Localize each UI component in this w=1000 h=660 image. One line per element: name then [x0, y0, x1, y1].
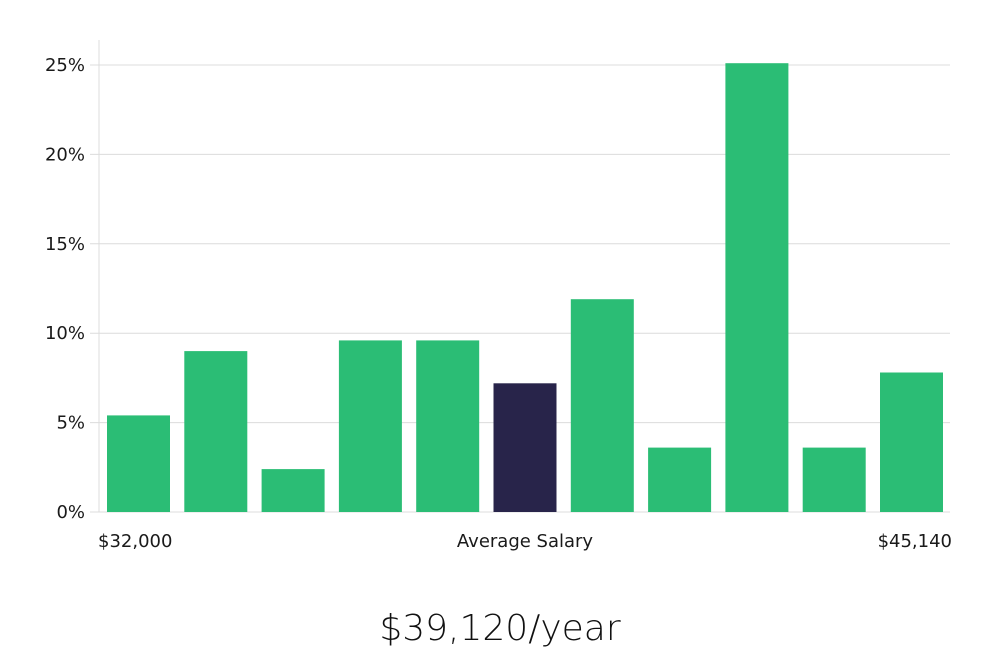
x-axis-min-label: $32,000 [98, 531, 172, 552]
bar [802, 447, 866, 512]
bar [184, 351, 248, 512]
y-tick-label: 20% [45, 144, 85, 165]
y-tick-label: 0% [56, 502, 85, 523]
bar [107, 415, 170, 512]
bar-average-salary [493, 383, 557, 512]
bar [338, 340, 402, 512]
bar [416, 340, 480, 512]
y-tick-label: 10% [45, 323, 85, 344]
x-axis-title: Average Salary [457, 531, 594, 552]
y-tick-label: 5% [56, 413, 85, 434]
y-tick-label: 15% [45, 234, 85, 255]
x-axis-max-label: $45,140 [878, 531, 952, 552]
average-salary-value: $39,120/year [379, 608, 621, 649]
bar [261, 469, 325, 512]
bar [880, 372, 943, 512]
bar [570, 299, 634, 512]
bar [725, 63, 789, 512]
bar [648, 447, 712, 512]
bars [107, 63, 943, 512]
y-axis-tick-labels: 0% 5% 10% 15% 20% 25% [45, 55, 85, 523]
y-tick-label: 25% [45, 55, 85, 76]
salary-distribution-chart: 0%5%10%15%20%25% $32,000 Average Salary … [45, 40, 952, 552]
